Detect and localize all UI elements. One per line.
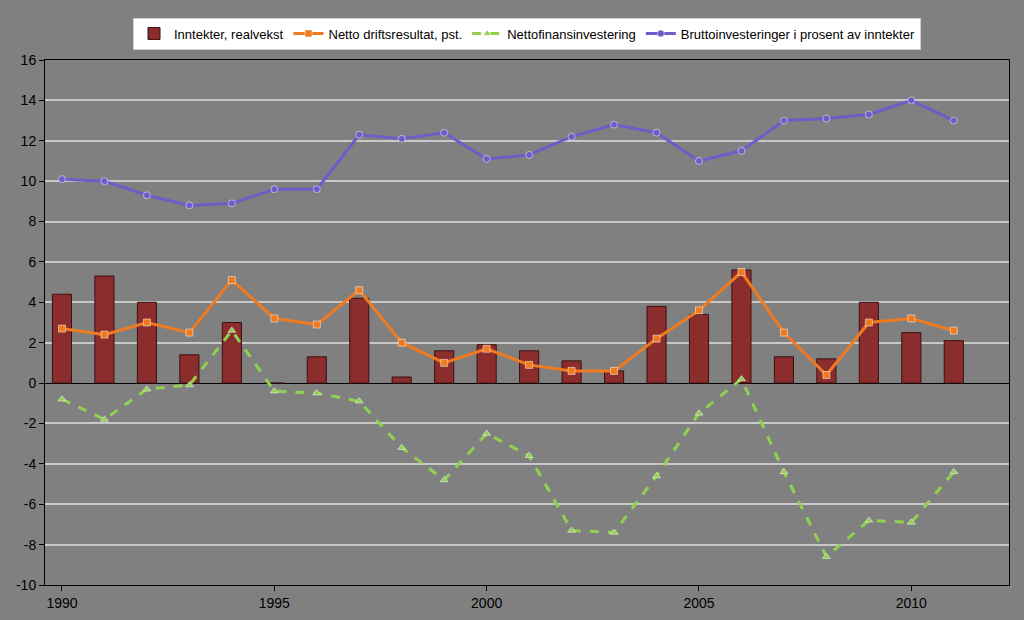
svg-text:1990: 1990 [46,595,77,611]
svg-text:8: 8 [28,213,36,229]
svg-text:Nettofinansinvestering: Nettofinansinvestering [507,27,636,42]
svg-text:2000: 2000 [471,595,502,611]
svg-text:-8: -8 [24,537,37,553]
svg-text:Netto driftsresultat, pst.: Netto driftsresultat, pst. [328,27,462,42]
svg-text:14: 14 [21,92,37,108]
svg-text:2010: 2010 [896,595,927,611]
svg-text:0: 0 [28,375,36,391]
svg-text:16: 16 [21,52,37,68]
svg-text:12: 12 [21,133,37,149]
svg-text:6: 6 [28,254,36,270]
svg-text:-4: -4 [24,456,37,472]
svg-text:4: 4 [28,294,36,310]
svg-text:-2: -2 [24,415,37,431]
svg-text:10: 10 [21,173,37,189]
svg-text:2: 2 [28,335,36,351]
svg-text:Bruttoinvesteringer i prosent: Bruttoinvesteringer i prosent av inntekt… [681,27,915,42]
svg-text:Inntekter, realvekst: Inntekter, realvekst [174,27,283,42]
svg-text:-6: -6 [24,496,37,512]
svg-text:1995: 1995 [259,595,290,611]
svg-text:-10: -10 [16,577,36,593]
svg-text:2005: 2005 [683,595,714,611]
